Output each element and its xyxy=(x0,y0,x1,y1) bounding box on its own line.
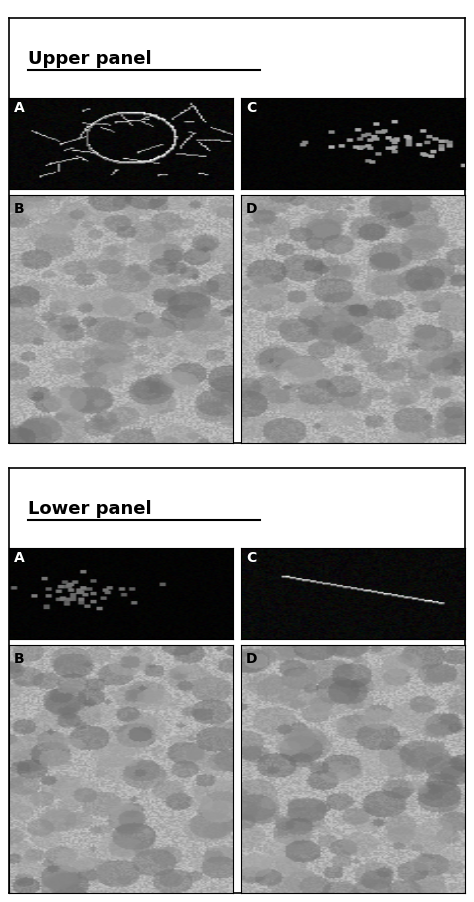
Text: C: C xyxy=(246,551,256,565)
Text: D: D xyxy=(246,202,257,216)
Text: A: A xyxy=(14,551,25,565)
Text: B: B xyxy=(14,652,25,667)
Text: C: C xyxy=(246,101,256,115)
Text: A: A xyxy=(14,101,25,115)
Text: Upper panel: Upper panel xyxy=(27,50,151,68)
Text: Lower panel: Lower panel xyxy=(27,501,151,519)
Text: B: B xyxy=(14,202,25,216)
Text: D: D xyxy=(246,652,257,667)
